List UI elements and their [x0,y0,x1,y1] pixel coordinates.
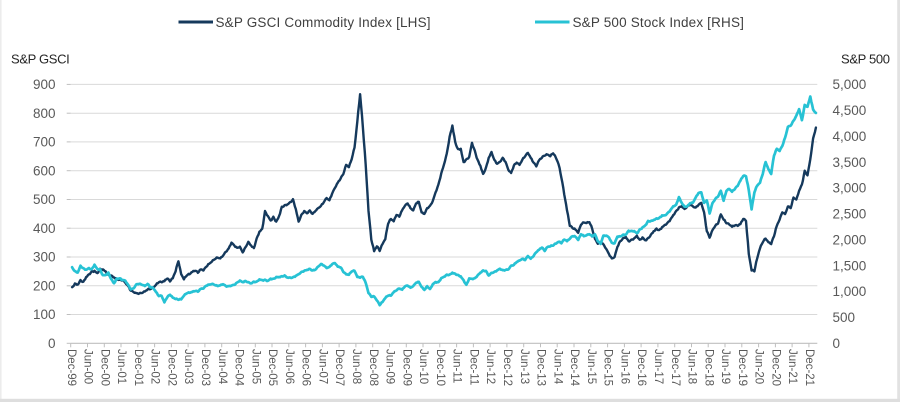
svg-text:Dec-00: Dec-00 [98,349,110,386]
svg-text:Jun-12: Jun-12 [484,349,496,384]
svg-text:Dec-09: Dec-09 [400,349,412,386]
svg-text:400: 400 [33,221,56,236]
svg-text:S&P GSCI: S&P GSCI [11,52,69,67]
svg-text:0: 0 [833,336,841,351]
svg-text:300: 300 [33,250,56,265]
svg-text:Dec-99: Dec-99 [65,349,77,386]
svg-text:Dec-20: Dec-20 [770,349,782,386]
svg-text:Jun-16: Jun-16 [619,349,631,384]
svg-text:1,000: 1,000 [833,284,867,299]
svg-text:Jun-20: Jun-20 [753,349,765,384]
svg-text:Dec-12: Dec-12 [501,349,513,386]
svg-text:Jun-17: Jun-17 [652,349,664,384]
svg-text:0: 0 [48,336,56,351]
svg-text:2,500: 2,500 [833,207,867,222]
svg-text:S&P 500 Stock Index [RHS]: S&P 500 Stock Index [RHS] [573,15,745,30]
svg-text:Jun-07: Jun-07 [317,349,329,384]
svg-text:2,000: 2,000 [833,232,867,247]
svg-text:Dec-14: Dec-14 [568,349,580,387]
svg-text:Dec-21: Dec-21 [803,349,815,386]
svg-text:Jun-03: Jun-03 [182,349,194,384]
svg-text:Jun-00: Jun-00 [82,349,94,384]
svg-text:Jun-05: Jun-05 [249,349,261,384]
svg-text:Jun-02: Jun-02 [149,349,161,384]
svg-text:Dec-17: Dec-17 [669,349,681,386]
svg-text:Dec-13: Dec-13 [535,349,547,386]
svg-text:Jun-13: Jun-13 [518,349,530,384]
svg-text:Jun-14: Jun-14 [551,349,563,385]
svg-text:Dec-03: Dec-03 [199,349,211,386]
svg-text:Dec-04: Dec-04 [233,349,245,387]
svg-text:Jun-08: Jun-08 [350,349,362,384]
svg-text:600: 600 [33,163,56,178]
svg-text:Dec-05: Dec-05 [266,349,278,386]
svg-text:Dec-06: Dec-06 [300,349,312,386]
svg-text:500: 500 [33,192,56,207]
svg-text:Dec-11: Dec-11 [468,349,480,385]
svg-text:Jun-11: Jun-11 [451,349,463,383]
svg-text:100: 100 [33,307,56,322]
svg-text:Jun-15: Jun-15 [585,349,597,384]
svg-text:Jun-19: Jun-19 [719,349,731,384]
svg-text:Jun-04: Jun-04 [216,349,228,385]
svg-text:700: 700 [33,135,56,150]
svg-text:900: 900 [33,77,56,92]
svg-text:1,500: 1,500 [833,258,867,273]
svg-text:Dec-02: Dec-02 [166,349,178,386]
svg-text:Jun-01: Jun-01 [115,349,127,384]
svg-text:Dec-01: Dec-01 [132,349,144,386]
svg-text:Jun-06: Jun-06 [283,349,295,384]
svg-text:3,000: 3,000 [833,181,867,196]
svg-text:4,500: 4,500 [833,103,867,118]
svg-text:Jun-10: Jun-10 [417,349,429,384]
svg-text:Jun-18: Jun-18 [686,349,698,384]
svg-text:S&P GSCI Commodity Index [LHS]: S&P GSCI Commodity Index [LHS] [216,15,431,30]
svg-text:Dec-18: Dec-18 [702,349,714,386]
svg-text:4,000: 4,000 [833,129,867,144]
svg-text:800: 800 [33,106,56,121]
svg-text:3,500: 3,500 [833,155,867,170]
svg-text:Jun-21: Jun-21 [786,349,798,384]
svg-text:200: 200 [33,279,56,294]
svg-text:500: 500 [833,310,856,325]
svg-text:Dec-10: Dec-10 [434,349,446,386]
svg-text:S&P 500: S&P 500 [841,52,890,67]
svg-text:Jun-09: Jun-09 [384,349,396,384]
svg-text:Dec-08: Dec-08 [367,349,379,386]
svg-text:Dec-15: Dec-15 [602,349,614,386]
svg-text:5,000: 5,000 [833,77,867,92]
svg-text:Dec-07: Dec-07 [333,349,345,386]
svg-text:Dec-16: Dec-16 [635,349,647,386]
svg-text:Dec-19: Dec-19 [736,349,748,386]
